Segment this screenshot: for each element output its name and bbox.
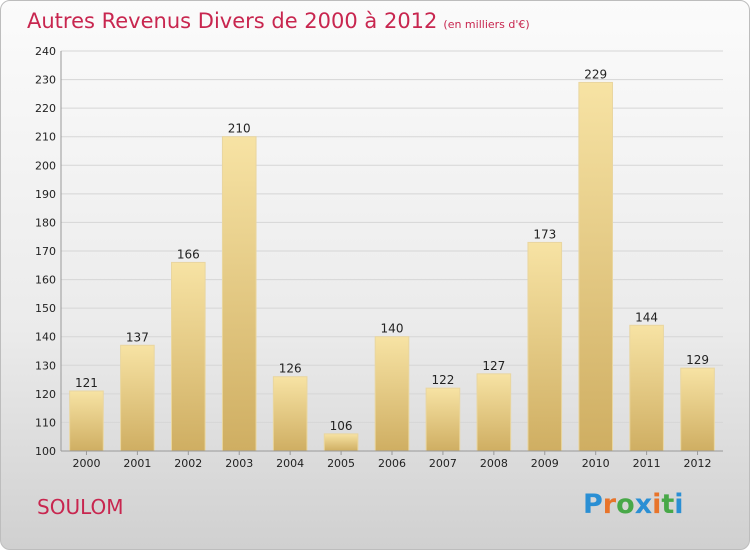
y-tick-label: 170 — [35, 245, 56, 258]
bar-2000 — [69, 390, 104, 452]
bars: 121 137 166 210 126 106 140 122 127 173 229 144 129 — [69, 67, 715, 452]
y-tick-label: 200 — [35, 159, 56, 172]
y-tick-label: 150 — [35, 302, 56, 315]
bar-value-label: 106 — [330, 419, 353, 433]
logo-letter: i — [674, 489, 684, 520]
bar-2011 — [629, 324, 664, 452]
y-tick-label: 120 — [35, 388, 56, 401]
bar-value-label: 126 — [279, 362, 302, 376]
x-tick-label: 2011 — [633, 457, 661, 470]
bar-value-label: 229 — [584, 67, 607, 81]
bar-2009 — [527, 241, 563, 452]
bar-value-label: 173 — [533, 227, 556, 241]
bar-value-label: 137 — [126, 330, 149, 344]
bar-value-label: 121 — [75, 376, 98, 390]
x-tick-label: 2003 — [225, 457, 253, 470]
y-tick-label: 100 — [35, 445, 56, 458]
bar-value-label: 127 — [482, 359, 505, 373]
chart-subtitle: (en milliers d'€) — [443, 18, 530, 31]
bar-value-label: 166 — [177, 247, 200, 261]
bar-value-label: 210 — [228, 122, 251, 136]
logo-letter: x — [634, 489, 653, 520]
y-tick-label: 230 — [35, 74, 56, 87]
y-tick-label: 240 — [35, 45, 56, 58]
title-text: Autres Revenus Divers de 2000 à 2012 — [27, 9, 438, 33]
x-tick-label: 2007 — [429, 457, 457, 470]
bar-2010 — [578, 81, 613, 452]
x-tick-label: 2006 — [378, 457, 406, 470]
bar-2001 — [120, 344, 155, 452]
y-tick-label: 160 — [35, 274, 56, 287]
x-tick-label: 2010 — [582, 457, 610, 470]
bar-value-label: 144 — [635, 310, 658, 324]
y-tick-label: 130 — [35, 359, 56, 372]
bar-2005 — [323, 433, 359, 452]
logo-letter: o — [616, 489, 635, 520]
y-tick-label: 180 — [35, 216, 56, 229]
bar-2008 — [476, 373, 512, 452]
bar-2004 — [272, 376, 308, 452]
bar-2012 — [680, 367, 715, 452]
axes: 100 110 120 130 140 150 160 170 180 190 200 210 220 2… — [35, 45, 723, 470]
x-tick-label: 2002 — [174, 457, 202, 470]
bar-2007 — [425, 387, 461, 452]
x-tick-label: 2012 — [684, 457, 712, 470]
commune-name: SOULOM — [37, 495, 124, 519]
x-tick-label: 2005 — [327, 457, 355, 470]
x-tick-label: 2000 — [72, 457, 100, 470]
logo-letter: t — [661, 489, 675, 520]
bar-value-label: 122 — [431, 373, 454, 387]
logo-letter: r — [602, 489, 617, 520]
logo-letter: P — [583, 489, 603, 520]
y-tick-label: 190 — [35, 188, 56, 201]
x-tick-label: 2008 — [480, 457, 508, 470]
bar-2003 — [221, 136, 257, 452]
logo-letter: i — [652, 489, 662, 520]
y-tick-label: 210 — [35, 131, 56, 144]
y-tick-label: 110 — [35, 416, 56, 429]
y-tick-label: 140 — [35, 331, 56, 344]
bar-2006 — [374, 336, 410, 452]
y-tick-label: 220 — [35, 102, 56, 115]
chart-title: Autres Revenus Divers de 2000 à 2012 (en … — [27, 9, 530, 33]
x-tick-label: 2001 — [123, 457, 151, 470]
bar-value-label: 140 — [381, 322, 404, 336]
bar-2002 — [171, 261, 206, 452]
proxiti-logo: Proxiti — [583, 489, 684, 520]
bar-value-label: 129 — [686, 353, 709, 367]
x-tick-label: 2009 — [531, 457, 559, 470]
x-tick-label: 2004 — [276, 457, 304, 470]
